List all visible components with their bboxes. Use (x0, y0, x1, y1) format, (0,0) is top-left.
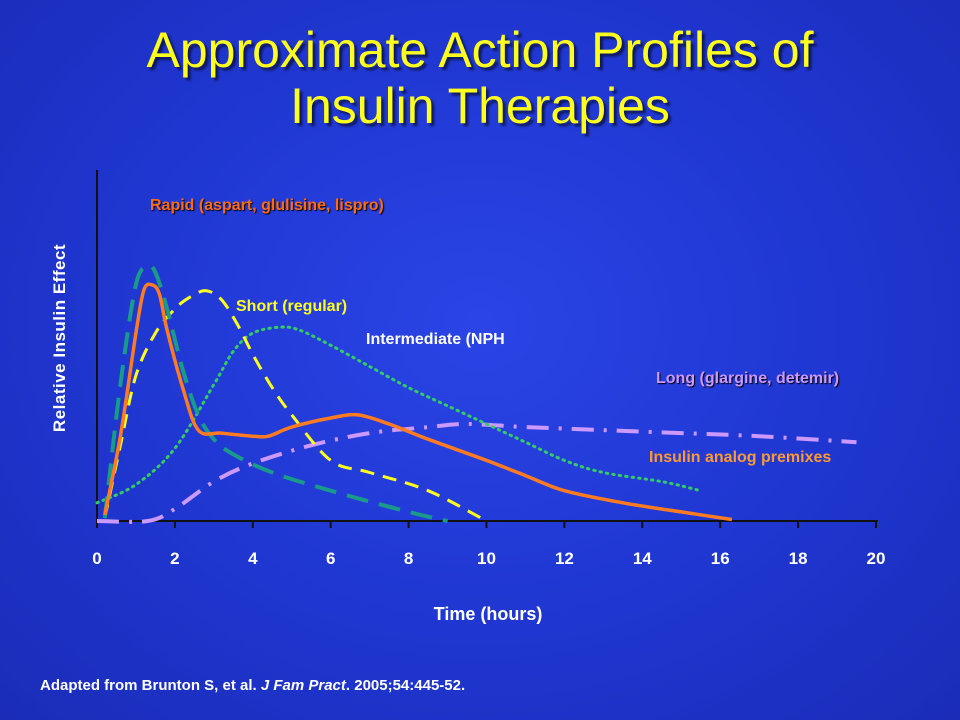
x-tick-label: 14 (633, 549, 652, 568)
premix-series-line (103, 282, 733, 522)
x-tick-label: 16 (711, 549, 730, 568)
x-tick-label: 6 (326, 549, 335, 568)
x-tick-label: 18 (789, 549, 808, 568)
x-tick-label: 20 (867, 549, 886, 568)
title-line-1: Approximate Action Profiles of (146, 22, 814, 78)
x-tick-label: 8 (404, 549, 413, 568)
rapid-series-line (102, 263, 449, 523)
x-tick-label: 4 (248, 549, 258, 568)
short-series-label: Short (regular) (236, 298, 348, 315)
nph-series-line (95, 325, 703, 505)
x-tick-label: 10 (477, 549, 496, 568)
source-journal: J Fam Pract (260, 677, 346, 694)
long-series-label: Long (glargine, detemir) (656, 370, 840, 387)
x-tick-label: 2 (170, 549, 179, 568)
x-axis-label: Time (hours) (433, 604, 543, 624)
nph-series-label: Intermediate (NPH (366, 331, 505, 348)
long-series-line (96, 422, 857, 524)
source-suffix: . 2005;54:445-52. (345, 677, 466, 694)
slide-title: Approximate Action Profiles of Insulin T… (0, 22, 960, 134)
y-axis-label: Relative Insulin Effect (50, 243, 69, 433)
rapid-series-label: Rapid (aspart, glulisine, lispro) (150, 197, 384, 214)
source-prefix: Adapted from Brunton S, et al. (40, 677, 261, 694)
x-tick-label: 0 (92, 549, 101, 568)
x-tick-label: 12 (555, 549, 574, 568)
short-series-line (103, 289, 488, 523)
title-line-2: Insulin Therapies (290, 78, 670, 134)
source-citation: Adapted from Brunton S, et al. J Fam Pra… (40, 677, 465, 694)
premix-series-label: Insulin analog premixes (649, 449, 832, 466)
